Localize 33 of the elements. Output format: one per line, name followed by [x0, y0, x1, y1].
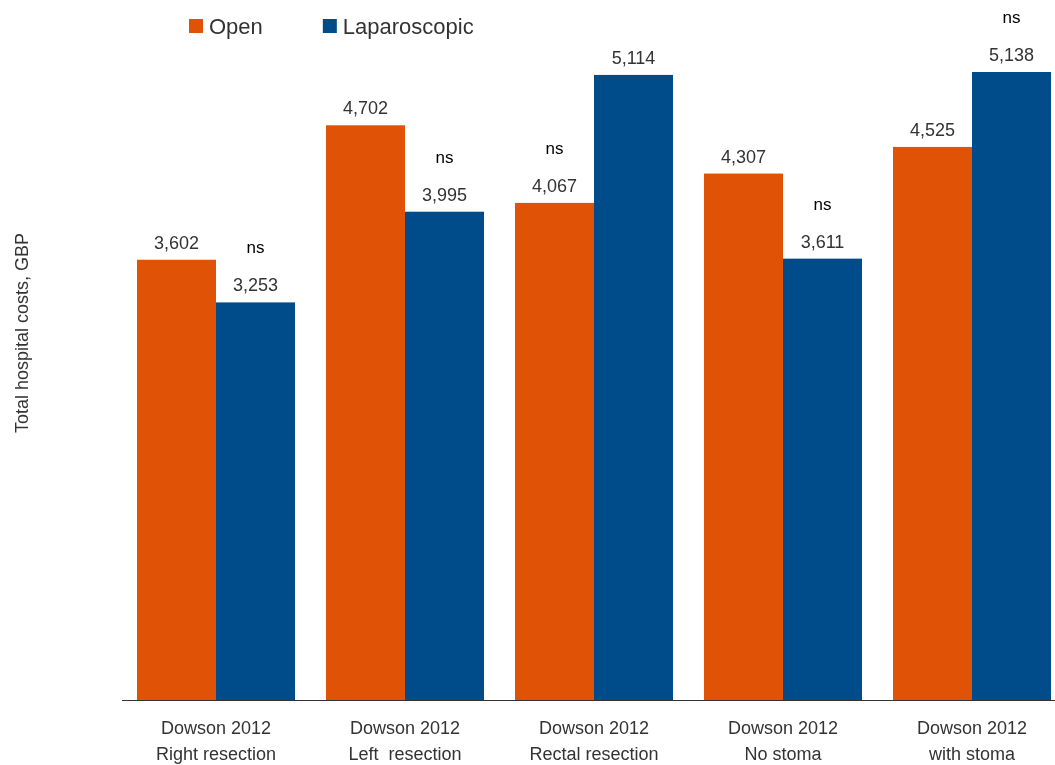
y-axis-title: Total hospital costs, GBP: [12, 232, 32, 434]
annotation: ns: [545, 138, 564, 158]
x-tick-label: Dowson 2012 Rectal resection: [529, 718, 659, 764]
x-tick-label: Dowson 2012 No stoma: [727, 718, 839, 764]
annotation: ns: [813, 194, 832, 214]
data-label: 3,253: [232, 275, 279, 296]
data-label: 3,602: [153, 232, 200, 253]
bar: [704, 173, 783, 700]
bar: [515, 202, 594, 700]
data-label: 4,525: [909, 119, 956, 140]
data-label: 4,067: [531, 175, 578, 196]
data-label: 3,995: [421, 184, 468, 205]
x-tick-label: Dowson 2012 Right resection: [155, 718, 277, 764]
text: ns: [1002, 8, 1021, 27]
bar: [137, 259, 216, 700]
data-label: 3,611: [800, 231, 845, 252]
annotation: ns: [435, 147, 454, 167]
bar: [216, 302, 295, 700]
bar: [783, 258, 862, 700]
annotation: ns: [246, 238, 265, 258]
bar: [594, 74, 673, 700]
data-label: 4,702: [342, 98, 389, 119]
bar: [893, 146, 972, 700]
bar: [972, 72, 1051, 700]
data-label: 5,114: [611, 47, 656, 68]
x-tick-label: Dowson 2012 Left resection: [348, 718, 462, 764]
legend-label: Open: [209, 14, 263, 39]
data-label: 5,138: [988, 45, 1035, 65]
data-label: 4,307: [720, 146, 767, 167]
bar: [405, 211, 484, 700]
x-tick-label: Dowson 2012 with stoma: [916, 718, 1028, 764]
legend-label: Laparoscopic: [342, 14, 474, 39]
bar: [326, 125, 405, 700]
